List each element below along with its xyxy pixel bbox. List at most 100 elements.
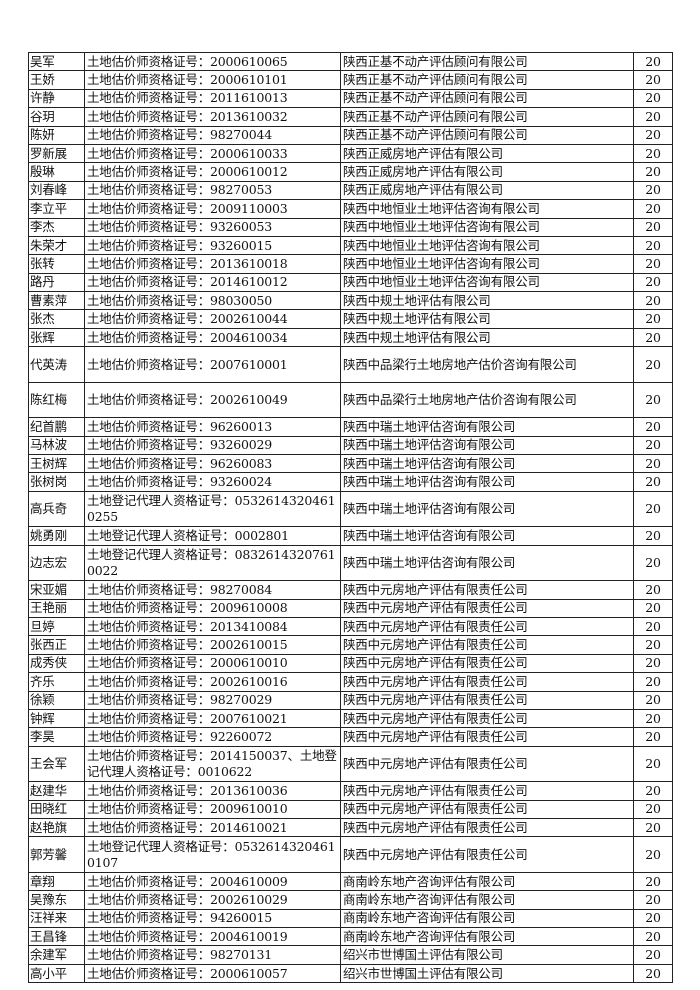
cert-cell: 土地估价师资格证号：98270044 <box>84 125 341 145</box>
company-cell: 陕西中元房地产评估有限责任公司 <box>340 781 634 801</box>
score-cell: 20 <box>633 708 673 729</box>
company-cell: 陕西正威房地产评估有限公司 <box>340 143 634 164</box>
cert-cell: 土地登记代理人资格证号：08326143207610022 <box>84 544 341 582</box>
company-cell: 陕西正基不动产评估顾问有限公司 <box>340 88 634 109</box>
cert-cell: 土地估价师资格证号：2011610013 <box>84 88 341 109</box>
score-cell: 20 <box>633 235 673 256</box>
table-row: 边志宏 土地登记代理人资格证号：08326143207610022 陕西中瑞土地评估… <box>28 544 673 582</box>
cert-cell: 土地估价师资格证号：96260013 <box>84 417 341 437</box>
company-cell: 陕西正基不动产评估顾问有限公司 <box>340 107 634 127</box>
table-row: 李立平 土地估价师资格证号：2009110003 陕西中地恒业土地评估咨询有限公司 2… <box>28 199 673 219</box>
score-cell: 20 <box>633 272 673 293</box>
company-cell: 陕西中瑞土地评估咨询有限公司 <box>340 526 634 546</box>
table-row: 高小平 土地估价师资格证号：2000610057 绍兴市世博国土评估有限公司 20 <box>28 963 673 984</box>
score-cell: 20 <box>633 199 673 219</box>
table-row: 宋亚媚 土地估价师资格证号：98270084 陕西中元房地产评估有限责任公司 20 <box>28 580 673 600</box>
company-cell: 陕西正威房地产评估有限公司 <box>340 180 634 201</box>
company-cell: 陕西中规土地评估有限公司 <box>340 291 634 311</box>
score-cell: 20 <box>633 817 673 838</box>
cert-cell: 土地估价师资格证号：2004610009 <box>84 871 341 892</box>
company-cell: 陕西中瑞土地评估咨询有限公司 <box>340 454 634 474</box>
name-cell: 纪首鹏 <box>28 417 85 437</box>
name-cell: 张树岗 <box>28 472 85 492</box>
table-row: 王昌锋 土地估价师资格证号：2004610019 商南岭东地产咨询评估有限公司 20 <box>28 927 673 947</box>
score-cell: 20 <box>633 745 673 783</box>
cert-cell: 土地估价师资格证号：2013610018 <box>84 254 341 274</box>
table-body: 吴军 土地估价师资格证号：2000610065 陕西正基不动产评估顾问有限公司 20 王… <box>28 51 673 984</box>
cert-cell: 土地估价师资格证号：2013610036 <box>84 781 341 801</box>
cert-cell: 土地估价师资格证号：2014610021 <box>84 817 341 838</box>
score-cell: 20 <box>633 927 673 947</box>
name-cell: 路丹 <box>28 272 85 293</box>
table-row: 成秀侠 土地估价师资格证号：2000610010 陕西中元房地产评估有限责任公司 20 <box>28 653 673 674</box>
score-cell: 20 <box>633 180 673 201</box>
score-cell: 20 <box>633 544 673 582</box>
company-cell: 绍兴市世博国土评估有限公司 <box>340 945 634 965</box>
table-row: 纪首鹏 土地估价师资格证号：96260013 陕西中瑞土地评估咨询有限公司 20 <box>28 417 673 437</box>
cert-cell: 土地估价师资格证号：2013410084 <box>84 616 341 637</box>
score-cell: 20 <box>633 781 673 801</box>
company-cell: 陕西中元房地产评估有限责任公司 <box>340 598 634 618</box>
score-cell: 20 <box>633 309 673 329</box>
company-cell: 陕西中元房地产评估有限责任公司 <box>340 690 634 710</box>
score-cell: 20 <box>633 327 673 348</box>
table-row: 李昊 土地估价师资格证号：92260072 陕西中元房地产评估有限责任公司 20 <box>28 727 673 747</box>
table-row: 王会军 土地估价师资格证号：2014150037、土地登记代理人资格证号：0010… <box>28 745 673 783</box>
cert-cell: 土地估价师资格证号：2002610016 <box>84 672 341 692</box>
score-cell: 20 <box>633 143 673 164</box>
cert-cell: 土地估价师资格证号：2000610033 <box>84 143 341 164</box>
table-row: 李杰 土地估价师资格证号：93260053 陕西中地恒业土地评估咨询有限公司 20 <box>28 217 673 237</box>
cert-cell: 土地估价师资格证号：2002610044 <box>84 309 341 329</box>
company-cell: 陕西中元房地产评估有限责任公司 <box>340 799 634 820</box>
table-row: 旦婷 土地估价师资格证号：2013410084 陕西中元房地产评估有限责任公司 20 <box>28 616 673 637</box>
cert-cell: 土地估价师资格证号：2000610012 <box>84 162 341 182</box>
score-cell: 20 <box>633 908 673 929</box>
name-cell: 陈妍 <box>28 125 85 145</box>
cert-cell: 土地估价师资格证号：2014150037、土地登记代理人资格证号：0010622 <box>84 745 341 783</box>
score-cell: 20 <box>633 51 673 72</box>
score-cell: 20 <box>633 472 673 492</box>
score-cell: 20 <box>633 580 673 600</box>
company-cell: 陕西正威房地产评估有限公司 <box>340 162 634 182</box>
table-row: 代英涛 土地估价师资格证号：2007610001 陕西中品梁行土地房地产估价咨询有限… <box>28 346 673 383</box>
name-cell: 宋亚媚 <box>28 580 85 600</box>
name-cell: 朱荣才 <box>28 235 85 256</box>
score-cell: 20 <box>633 945 673 965</box>
score-cell: 20 <box>633 291 673 311</box>
score-cell: 20 <box>633 346 673 383</box>
company-cell: 陕西中元房地产评估有限责任公司 <box>340 635 634 655</box>
cert-cell: 土地估价师资格证号：94260015 <box>84 908 341 929</box>
name-cell: 钟辉 <box>28 708 85 729</box>
name-cell: 王树辉 <box>28 454 85 474</box>
cert-cell: 土地估价师资格证号：2002610015 <box>84 635 341 655</box>
table-row: 钟辉 土地估价师资格证号：2007610021 陕西中元房地产评估有限责任公司 20 <box>28 708 673 729</box>
name-cell: 王艳丽 <box>28 598 85 618</box>
name-cell: 代英涛 <box>28 346 85 383</box>
name-cell: 成秀侠 <box>28 653 85 674</box>
score-cell: 20 <box>633 490 673 528</box>
table-row: 齐乐 土地估价师资格证号：2002610016 陕西中元房地产评估有限责任公司 20 <box>28 672 673 692</box>
name-cell: 王娇 <box>28 70 85 90</box>
score-cell: 20 <box>633 690 673 710</box>
score-cell: 20 <box>633 799 673 820</box>
name-cell: 姚勇刚 <box>28 526 85 546</box>
cert-cell: 土地估价师资格证号：98270084 <box>84 580 341 600</box>
company-cell: 商南岭东地产咨询评估有限公司 <box>340 871 634 892</box>
table-row: 陈妍 土地估价师资格证号：98270044 陕西正基不动产评估顾问有限公司 20 <box>28 125 673 145</box>
table-row: 张杰 土地估价师资格证号：2002610044 陕西中规土地评估有限公司 20 <box>28 309 673 329</box>
name-cell: 章翔 <box>28 871 85 892</box>
cert-cell: 土地估价师资格证号：92260072 <box>84 727 341 747</box>
cert-cell: 土地估价师资格证号：98030050 <box>84 291 341 311</box>
table-row: 张西正 土地估价师资格证号：2002610015 陕西中元房地产评估有限责任公司 20 <box>28 635 673 655</box>
table-row: 刘春峰 土地估价师资格证号：98270053 陕西正威房地产评估有限公司 20 <box>28 180 673 201</box>
cert-cell: 土地估价师资格证号：2000610010 <box>84 653 341 674</box>
cert-cell: 土地估价师资格证号：93260015 <box>84 235 341 256</box>
cert-cell: 土地估价师资格证号：2007610001 <box>84 346 341 383</box>
table-row: 田晓红 土地估价师资格证号：2009610010 陕西中元房地产评估有限责任公司 20 <box>28 799 673 820</box>
score-cell: 20 <box>633 417 673 437</box>
cert-cell: 土地估价师资格证号：2007610021 <box>84 708 341 729</box>
cert-cell: 土地估价师资格证号：2009110003 <box>84 199 341 219</box>
score-cell: 20 <box>633 254 673 274</box>
table-row: 王娇 土地估价师资格证号：2000610101 陕西正基不动产评估顾问有限公司 20 <box>28 70 673 90</box>
cert-cell: 土地估价师资格证号：2014610012 <box>84 272 341 293</box>
